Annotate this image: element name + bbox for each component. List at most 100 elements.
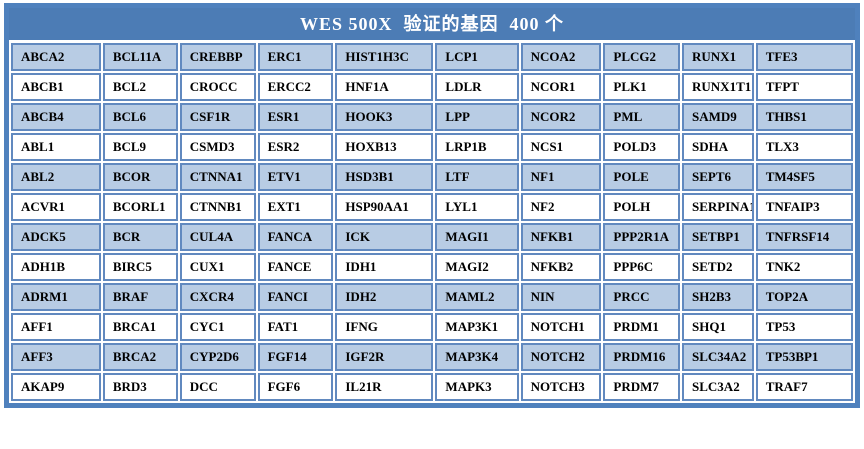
table-row: ADRM1 BRAF CXCR4 FANCI IDH2 MAML2 NIN PRCC SH2B3… xyxy=(11,283,853,311)
gene-cell: IL21R xyxy=(335,373,434,401)
gene-cell: ABL2 xyxy=(11,163,101,191)
gene-cell: TRAF7 xyxy=(755,373,853,401)
gene-cell: LPP xyxy=(435,103,519,131)
table-row: AFF1 BRCA1 CYC1 FAT1 IFNG MAP3K1 NOTCH1 PRDM1 SH… xyxy=(11,313,853,341)
gene-cell: LCP1 xyxy=(435,43,519,71)
gene-cell: CYC1 xyxy=(179,313,256,341)
gene-cell: SERPINA1 xyxy=(682,193,754,221)
gene-cell: SLC34A2 xyxy=(682,343,754,371)
gene-cell: TNFAIP3 xyxy=(755,193,853,221)
gene-cell: TOP2A xyxy=(755,283,853,311)
gene-cell: HIST1H3C xyxy=(335,43,434,71)
gene-cell: ACVR1 xyxy=(11,193,101,221)
gene-cell: CREBBP xyxy=(179,43,256,71)
gene-cell: NIN xyxy=(520,283,602,311)
gene-cell: TM4SF5 xyxy=(755,163,853,191)
gene-cell: CSMD3 xyxy=(179,133,256,161)
gene-cell: NOTCH3 xyxy=(520,373,602,401)
table-row: ABCA2 BCL11A CREBBP ERC1 HIST1H3C LCP1 NCOA2 PL… xyxy=(11,43,853,71)
gene-cell: BRD3 xyxy=(102,373,178,401)
table-row: AFF3 BRCA2 CYP2D6 FGF14 IGF2R MAP3K4 NOTCH2 PRD… xyxy=(11,343,853,371)
gene-cell: AFF1 xyxy=(11,313,101,341)
gene-cell: BCORL1 xyxy=(102,193,178,221)
gene-cell: AFF3 xyxy=(11,343,101,371)
gene-cell: ADRM1 xyxy=(11,283,101,311)
gene-cell: NFKB2 xyxy=(520,253,602,281)
table-row: ABCB4 BCL6 CSF1R ESR1 HOOK3 LPP NCOR2 PML SAMD9 T… xyxy=(11,103,853,131)
gene-cell: MAPK3 xyxy=(435,373,519,401)
gene-cell: BCR xyxy=(102,223,178,251)
gene-cell: NCOA2 xyxy=(520,43,602,71)
gene-cell: ABCB1 xyxy=(11,73,101,101)
gene-cell: PRDM1 xyxy=(603,313,681,341)
gene-cell: PLK1 xyxy=(603,73,681,101)
gene-cell: FGF6 xyxy=(257,373,334,401)
gene-cell: NF1 xyxy=(520,163,602,191)
table-row: ADH1B BIRC5 CUX1 FANCE IDH1 MAGI2 NFKB2 PPP6C SE… xyxy=(11,253,853,281)
gene-cell: NCOR2 xyxy=(520,103,602,131)
gene-cell: TFPT xyxy=(755,73,853,101)
gene-cell: TP53BP1 xyxy=(755,343,853,371)
gene-cell: ESR2 xyxy=(257,133,334,161)
gene-cell: BCL9 xyxy=(102,133,178,161)
gene-cell: MAGI1 xyxy=(435,223,519,251)
gene-cell: DCC xyxy=(179,373,256,401)
gene-cell: AKAP9 xyxy=(11,373,101,401)
gene-cell: FANCA xyxy=(257,223,334,251)
gene-cell: NF2 xyxy=(520,193,602,221)
gene-cell: BRAF xyxy=(102,283,178,311)
gene-cell: CROCC xyxy=(179,73,256,101)
gene-cell: ABL1 xyxy=(11,133,101,161)
gene-cell: CSF1R xyxy=(179,103,256,131)
gene-cell: HOXB13 xyxy=(335,133,434,161)
gene-cell: TNK2 xyxy=(755,253,853,281)
gene-cell: SHQ1 xyxy=(682,313,754,341)
gene-cell: CUL4A xyxy=(179,223,256,251)
gene-cell: ADH1B xyxy=(11,253,101,281)
gene-cell: CUX1 xyxy=(179,253,256,281)
gene-cell: EXT1 xyxy=(257,193,334,221)
gene-cell: PRCC xyxy=(603,283,681,311)
gene-cell: MAML2 xyxy=(435,283,519,311)
gene-cell: IDH2 xyxy=(335,283,434,311)
gene-cell: SLC3A2 xyxy=(682,373,754,401)
table-row: AKAP9 BRD3 DCC FGF6 IL21R MAPK3 NOTCH3 PRDM7 SLC… xyxy=(11,373,853,401)
gene-cell: NCOR1 xyxy=(520,73,602,101)
gene-cell: CYP2D6 xyxy=(179,343,256,371)
gene-cell: SDHA xyxy=(682,133,754,161)
gene-cell: BCL2 xyxy=(102,73,178,101)
gene-cell: ERCC2 xyxy=(257,73,334,101)
gene-table: ABCA2 BCL11A CREBBP ERC1 HIST1H3C LCP1 NCOA2 PL… xyxy=(9,41,855,403)
gene-cell: POLH xyxy=(603,193,681,221)
gene-cell: ETV1 xyxy=(257,163,334,191)
gene-cell: BCL11A xyxy=(102,43,178,71)
gene-cell: CTNNA1 xyxy=(179,163,256,191)
gene-cell: BCOR xyxy=(102,163,178,191)
gene-cell: HNF1A xyxy=(335,73,434,101)
gene-cell: TNFRSF14 xyxy=(755,223,853,251)
gene-cell: ABCB4 xyxy=(11,103,101,131)
gene-cell: PML xyxy=(603,103,681,131)
gene-cell: TLX3 xyxy=(755,133,853,161)
gene-cell: TFE3 xyxy=(755,43,853,71)
gene-cell: ICK xyxy=(335,223,434,251)
gene-cell: IFNG xyxy=(335,313,434,341)
gene-cell: SEPT6 xyxy=(682,163,754,191)
gene-cell: THBS1 xyxy=(755,103,853,131)
gene-cell: ERC1 xyxy=(257,43,334,71)
gene-cell: HOOK3 xyxy=(335,103,434,131)
table-row: ACVR1 BCORL1 CTNNB1 EXT1 HSP90AA1 LYL1 NF2 POLH… xyxy=(11,193,853,221)
gene-cell: FANCE xyxy=(257,253,334,281)
gene-cell: PRDM7 xyxy=(603,373,681,401)
gene-cell: HSD3B1 xyxy=(335,163,434,191)
gene-cell: ESR1 xyxy=(257,103,334,131)
gene-cell: PPP2R1A xyxy=(603,223,681,251)
gene-cell: POLE xyxy=(603,163,681,191)
gene-cell: MAP3K1 xyxy=(435,313,519,341)
gene-cell: FANCI xyxy=(257,283,334,311)
table-title: WES 500X 验证的基因 400 个 xyxy=(9,8,855,40)
gene-cell: LRP1B xyxy=(435,133,519,161)
gene-cell: FGF14 xyxy=(257,343,334,371)
gene-table-body: ABCA2 BCL11A CREBBP ERC1 HIST1H3C LCP1 NCOA2 PL… xyxy=(11,43,853,401)
gene-cell: TP53 xyxy=(755,313,853,341)
